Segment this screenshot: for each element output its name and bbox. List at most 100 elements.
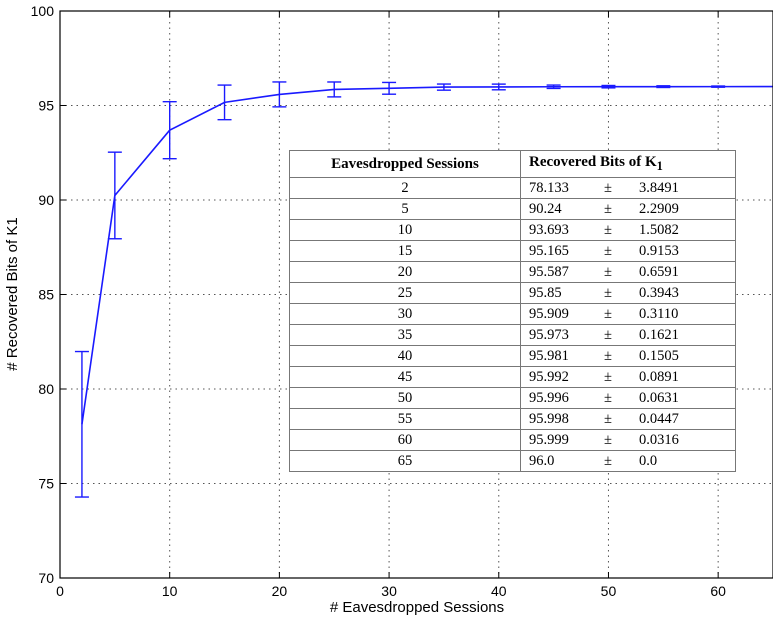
error-bar: [272, 81, 287, 108]
cell-sd: 0.1621: [639, 327, 679, 343]
error-bar: [382, 81, 397, 95]
plus-minus-symbol: ±: [604, 453, 612, 469]
y-tick-label: 90: [38, 192, 54, 208]
cell-sessions: 40: [289, 345, 521, 367]
cell-recovered: 95.996 ±0.0631: [520, 387, 736, 409]
header-sessions: Eavesdropped Sessions: [289, 150, 521, 178]
y-tick-label: 100: [31, 3, 55, 19]
cell-sd: 0.3110: [639, 306, 679, 322]
table-row: 30 95.909 ±0.3110: [289, 303, 736, 325]
cell-recovered: 95.992 ±0.0891: [520, 366, 736, 388]
plus-minus-symbol: ±: [604, 201, 612, 217]
table-row: 50 95.996 ±0.0631: [289, 387, 736, 409]
cell-sd: 0.6591: [639, 264, 679, 280]
cell-sd: 1.5082: [639, 222, 679, 238]
plus-minus-symbol: ±: [604, 348, 612, 364]
cell-sd: 0.0631: [639, 390, 679, 406]
y-tick-label: 70: [38, 570, 54, 586]
cell-sessions: 10: [289, 219, 521, 241]
cell-sd: 3.8491: [639, 180, 679, 196]
table-row: 25 95.85 ±0.3943: [289, 282, 736, 304]
y-tick-label: 95: [38, 98, 54, 114]
table-row: 10 93.693 ±1.5082: [289, 219, 736, 241]
cell-recovered: 93.693 ±1.5082: [520, 219, 736, 241]
cell-sessions: 2: [289, 177, 521, 199]
error-bar: [217, 84, 232, 121]
table-row: 40 95.981 ±0.1505: [289, 345, 736, 367]
error-bar: [327, 81, 342, 98]
results-table: Eavesdropped Sessions Recovered Bits of …: [289, 150, 736, 472]
cell-recovered: 95.973 ±0.1621: [520, 324, 736, 346]
table-row: 5 90.24 ±2.2909: [289, 198, 736, 220]
x-tick-label: 50: [601, 583, 617, 599]
table-row: 55 95.998 ±0.0447: [289, 408, 736, 430]
error-bar: [601, 84, 616, 89]
cell-mean: 95.998: [529, 411, 569, 427]
x-tick-label: 60: [710, 583, 726, 599]
cell-mean: 95.981: [529, 348, 569, 364]
axis-ticks: 0 10 20 30 40 50 60 70 75 80 85 90 95 100: [31, 3, 727, 599]
cell-recovered: 95.165 ±0.9153: [520, 240, 736, 262]
y-tick-label: 80: [38, 381, 54, 397]
cell-sd: 0.9153: [639, 243, 679, 259]
table-row: 2 78.133 ±3.8491: [289, 177, 736, 199]
series-line: [81, 85, 773, 425]
cell-sessions: 20: [289, 261, 521, 283]
plus-minus-symbol: ±: [604, 327, 612, 343]
table-row: 20 95.587 ±0.6591: [289, 261, 736, 283]
cell-mean: 90.24: [529, 201, 562, 217]
cell-recovered: 78.133 ±3.8491: [520, 177, 736, 199]
plus-minus-symbol: ±: [604, 411, 612, 427]
plus-minus-symbol: ±: [604, 285, 612, 301]
plus-minus-symbol: ±: [604, 180, 612, 196]
cell-recovered: 95.85 ±0.3943: [520, 282, 736, 304]
error-bar: [162, 100, 177, 160]
cell-mean: 95.587: [529, 264, 569, 280]
cell-mean: 95.999: [529, 432, 569, 448]
cell-recovered: 95.999 ±0.0316: [520, 429, 736, 451]
cell-sessions: 45: [289, 366, 521, 388]
cell-sessions: 35: [289, 324, 521, 346]
plus-minus-symbol: ±: [604, 264, 612, 280]
y-tick-label: 75: [38, 476, 54, 492]
error-bar: [711, 85, 726, 88]
cell-sessions: 15: [289, 240, 521, 262]
cell-sd: 0.0: [639, 453, 658, 469]
plus-minus-symbol: ±: [604, 306, 612, 322]
table-row: 65 96.0 ±0.0: [289, 450, 736, 472]
series-recovered-bits: [74, 81, 773, 498]
plus-minus-symbol: ±: [604, 432, 612, 448]
table-row: 60 95.999 ±0.0316: [289, 429, 736, 451]
cell-recovered: 95.998 ±0.0447: [520, 408, 736, 430]
cell-sd: 0.1505: [639, 348, 679, 364]
cell-mean: 95.992: [529, 369, 569, 385]
error-bar: [491, 83, 506, 91]
cell-sessions: 30: [289, 303, 521, 325]
x-tick-label: 0: [56, 583, 64, 599]
cell-sessions: 65: [289, 450, 521, 472]
y-tick-label: 85: [38, 287, 54, 303]
cell-sd: 2.2909: [639, 201, 679, 217]
header-recovered-sub: 1: [656, 159, 663, 173]
x-tick-label: 10: [162, 583, 178, 599]
cell-sd: 0.0316: [639, 432, 679, 448]
cell-sd: 0.0447: [639, 411, 679, 427]
cell-sessions: 5: [289, 198, 521, 220]
cell-mean: 95.909: [529, 306, 569, 322]
cell-sessions: 55: [289, 408, 521, 430]
error-bar: [546, 84, 561, 90]
cell-mean: 93.693: [529, 222, 569, 238]
error-bar: [656, 85, 671, 89]
cell-sessions: 50: [289, 387, 521, 409]
cell-mean: 95.996: [529, 390, 569, 406]
cell-mean: 95.165: [529, 243, 569, 259]
cell-sd: 0.0891: [639, 369, 679, 385]
table-row: 35 95.973 ±0.1621: [289, 324, 736, 346]
cell-mean: 78.133: [529, 180, 569, 196]
cell-recovered: 90.24 ±2.2909: [520, 198, 736, 220]
cell-mean: 96.0: [529, 453, 555, 469]
cell-sessions: 60: [289, 429, 521, 451]
cell-recovered: 96.0 ±0.0: [520, 450, 736, 472]
plus-minus-symbol: ±: [604, 369, 612, 385]
